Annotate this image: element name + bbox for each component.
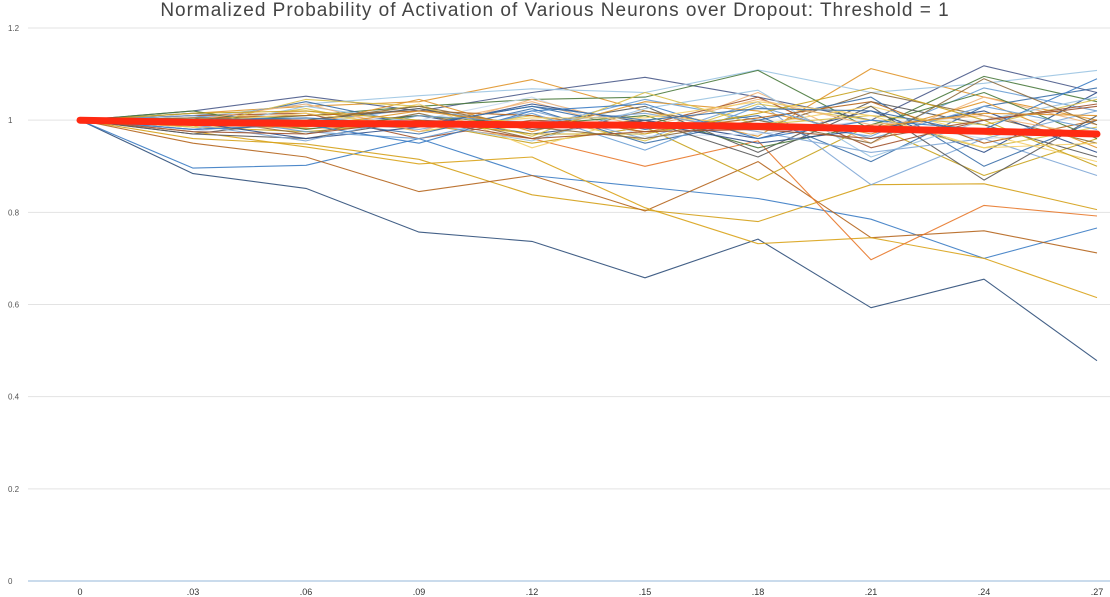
y-tick-label: 0.2 [8, 485, 20, 494]
series-line [79, 119, 1098, 261]
series-line [79, 119, 1098, 254]
series-line [79, 69, 1098, 121]
x-tick-label: .21 [865, 587, 878, 597]
series-line [79, 119, 1098, 259]
series-line [79, 68, 1098, 137]
x-tick-label: 0 [77, 587, 82, 597]
y-tick-label: 1 [8, 116, 13, 125]
x-tick-label: .12 [526, 587, 539, 597]
y-axis: 0 0.2 0.4 0.6 0.8 1 1.2 [8, 24, 20, 586]
series-line [79, 119, 1098, 299]
x-tick-label: .03 [187, 587, 200, 597]
series-line [79, 119, 1098, 223]
series-lines [79, 65, 1098, 362]
y-tick-label: 0.4 [8, 393, 20, 402]
x-tick-label: .15 [639, 587, 652, 597]
x-tick-label: .06 [300, 587, 313, 597]
x-tick-label: .09 [413, 587, 426, 597]
y-tick-label: 0 [8, 577, 13, 586]
chart-title: Normalized Probability of Activation of … [160, 0, 950, 21]
x-tick-label: .18 [752, 587, 765, 597]
y-tick-label: 0.8 [8, 208, 20, 217]
series-line [79, 78, 1098, 144]
x-tick-label: .24 [978, 587, 991, 597]
series-line [80, 105, 1097, 135]
x-tick-label: .27 [1091, 587, 1104, 597]
series-line [79, 119, 1098, 362]
average-line [76, 116, 1101, 138]
series-line [79, 101, 1098, 158]
x-axis: 0 .03 .06 .09 .12 .15 .18 .21 .24 .27 [77, 587, 1103, 597]
series-line [79, 65, 1098, 121]
series-line [79, 87, 1098, 167]
average-series-line [76, 116, 1101, 138]
gridlines [28, 27, 1110, 582]
y-tick-label: 0.6 [8, 301, 20, 310]
y-tick-label: 1.2 [8, 24, 20, 33]
